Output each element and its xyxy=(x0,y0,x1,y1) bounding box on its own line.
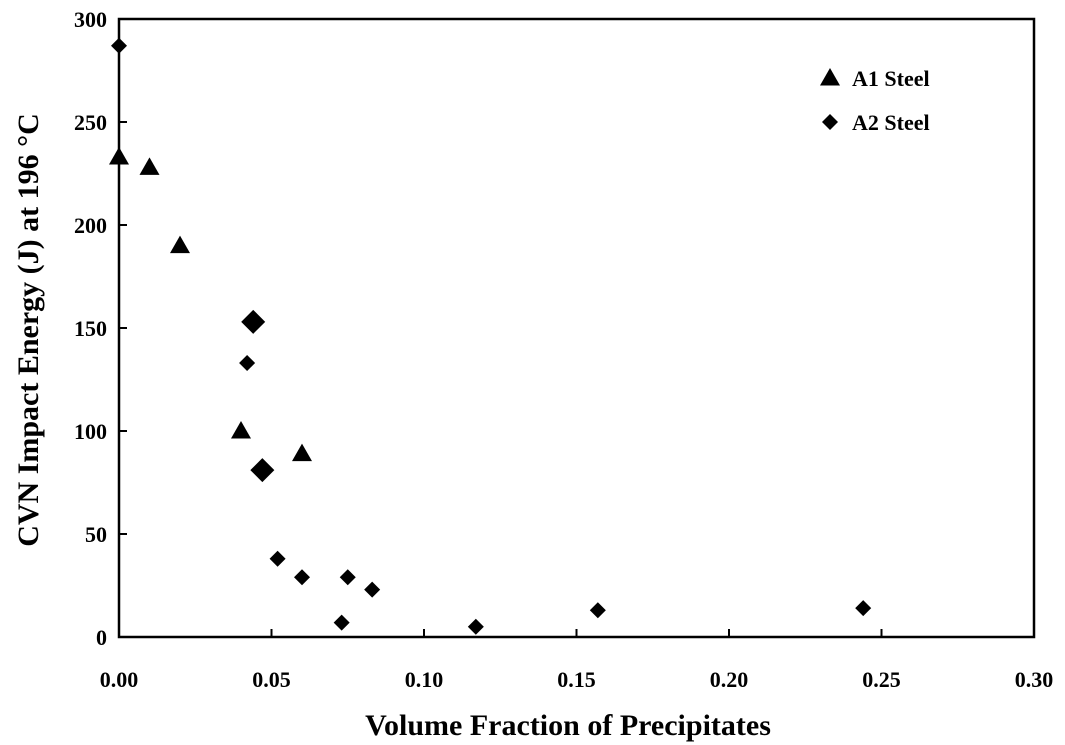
legend-marker xyxy=(820,68,840,86)
y-tick-label: 50 xyxy=(85,522,107,547)
a2-steel-point xyxy=(294,569,310,586)
legend-label: A1 Steel xyxy=(852,66,930,91)
y-axis-title: CVN Impact Energy (J) at 196 °C xyxy=(12,113,45,547)
a1-steel-point xyxy=(109,147,129,165)
a1-steel-point xyxy=(170,235,190,254)
a2-steel-point xyxy=(241,309,266,334)
x-tick-label: 0.15 xyxy=(557,667,596,692)
y-tick-label: 100 xyxy=(74,419,107,444)
legend-marker xyxy=(822,114,838,130)
y-tick-label: 0 xyxy=(96,625,107,650)
a2-steel-point xyxy=(364,581,381,598)
x-tick-label: 0.25 xyxy=(862,667,901,692)
legend: A1 Steel A2 Steel xyxy=(820,66,930,135)
a1-steel-point xyxy=(231,421,251,439)
a2-steel-point xyxy=(239,355,256,372)
a2-steel-point xyxy=(467,618,484,635)
a2-steel-point xyxy=(111,37,127,54)
data-points xyxy=(109,37,872,635)
x-tick-label: 0.05 xyxy=(252,667,291,692)
y-tick-label: 250 xyxy=(74,110,107,135)
x-tick-label: 0.10 xyxy=(405,667,444,692)
x-axis-title: Volume Fraction of Precipitates xyxy=(365,709,771,742)
a2-steel-point xyxy=(269,550,286,567)
a2-steel-point xyxy=(855,600,872,617)
a2-steel-point xyxy=(339,569,356,586)
legend-label: A2 Steel xyxy=(852,110,930,135)
x-tick-label: 0.00 xyxy=(100,667,139,692)
x-axis-ticks: 0.00 0.05 0.10 0.15 0.20 0.25 0.30 xyxy=(100,629,1054,692)
y-tick-label: 150 xyxy=(74,316,107,341)
a2-steel-point xyxy=(250,458,275,483)
a2-steel-point xyxy=(333,614,350,631)
y-tick-label: 300 xyxy=(74,7,107,32)
a1-steel-point xyxy=(139,157,160,175)
series-2 xyxy=(111,37,872,635)
y-tick-label: 200 xyxy=(74,213,107,238)
a1-steel-point xyxy=(292,443,312,462)
series-1 xyxy=(109,147,312,462)
x-tick-label: 0.30 xyxy=(1015,667,1054,692)
a2-steel-point xyxy=(589,602,606,619)
x-tick-label: 0.20 xyxy=(710,667,749,692)
y-axis-ticks: 0 50 100 150 200 250 300 xyxy=(74,7,127,650)
